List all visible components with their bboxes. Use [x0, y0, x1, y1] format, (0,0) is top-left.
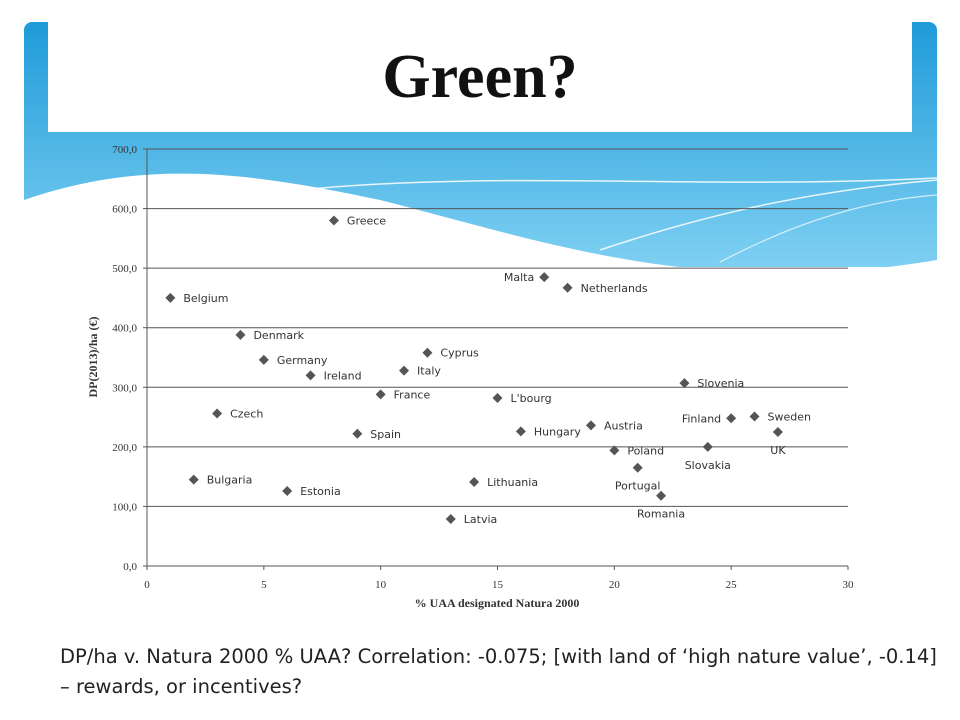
data-point: [726, 413, 737, 424]
y-tick-label: 700,0: [112, 144, 137, 156]
y-tick-label: 500,0: [112, 263, 137, 275]
slide-caption: DP/ha v. Natura 2000 % UAA? Correlation:…: [60, 642, 950, 702]
data-point: [445, 513, 456, 524]
y-tick-label: 600,0: [112, 204, 137, 216]
caption-line-2: – rewards, or incentives?: [60, 675, 303, 698]
x-tick-label: 10: [375, 579, 387, 591]
point-label: Germany: [277, 354, 328, 367]
data-point: [539, 272, 550, 283]
slide-title: Green?: [382, 42, 578, 111]
data-point: [165, 292, 176, 303]
y-tick-label: 300,0: [112, 382, 137, 394]
x-tick-label: 5: [261, 579, 267, 591]
x-axis-title: % UAA designated Natura 2000: [415, 596, 580, 610]
point-label: Malta: [504, 271, 534, 284]
point-label: Czech: [230, 407, 263, 420]
title-box: Green?: [48, 22, 912, 132]
x-tick-label: 30: [843, 579, 855, 591]
data-point: [282, 485, 293, 496]
point-label: Slovenia: [697, 377, 744, 390]
grid-layer: [147, 148, 848, 507]
data-point: [352, 428, 363, 439]
data-point: [656, 490, 667, 501]
data-point: [585, 420, 596, 431]
data-point: [188, 474, 199, 485]
y-tick-label: 400,0: [112, 323, 137, 335]
point-label: Belgium: [183, 292, 228, 305]
data-point: [422, 347, 433, 358]
x-tick-label: 0: [144, 579, 150, 591]
wave-line-1: [299, 177, 938, 191]
point-label: Greece: [347, 214, 386, 227]
data-point: [562, 282, 573, 293]
data-point: [328, 215, 339, 226]
data-point: [305, 370, 316, 381]
caption-line-1: DP/ha v. Natura 2000 % UAA? Correlation:…: [60, 645, 937, 668]
point-label: Netherlands: [581, 282, 648, 295]
data-point: [235, 329, 246, 340]
data-point: [772, 426, 783, 437]
point-label: Romania: [637, 508, 685, 521]
data-point: [469, 477, 480, 488]
point-label: Lithuania: [487, 476, 538, 489]
data-point: [749, 411, 760, 422]
data-point: [679, 378, 690, 389]
data-point: [399, 365, 410, 376]
data-point: [609, 445, 620, 456]
y-tick-label: 100,0: [112, 501, 137, 513]
point-label: L'bourg: [511, 392, 552, 405]
point-label: Italy: [417, 365, 441, 378]
x-tick-label: 20: [609, 579, 621, 591]
point-label: Poland: [627, 444, 664, 457]
point-label: Sweden: [768, 410, 811, 423]
point-label: Austria: [604, 419, 643, 432]
x-tick-label: 25: [726, 579, 738, 591]
point-layer: Greece Malta Netherlands Belgium Denmark Cypr…: [165, 214, 811, 526]
point-label: Cyprus: [440, 347, 479, 360]
point-label: Bulgaria: [207, 474, 253, 487]
point-label: Finland: [682, 412, 721, 425]
point-label: Estonia: [300, 485, 341, 498]
data-point: [212, 408, 223, 419]
wave-line-2: [599, 179, 938, 251]
point-label: Portugal: [615, 480, 661, 493]
y-tick-label: 200,0: [112, 442, 137, 454]
y-axis-title: DP(2013)/ha (€): [86, 317, 100, 398]
point-label: Slovakia: [685, 459, 731, 472]
data-point: [702, 441, 713, 452]
tick-layer: 0,0 100,0 200,0 300,0 400,0 500,0 600,0 700,0 0 5…: [112, 144, 854, 591]
data-point: [375, 389, 386, 400]
y-tick-label: 0,0: [123, 561, 137, 573]
point-label: UK: [770, 444, 786, 457]
x-tick-label: 15: [492, 579, 504, 591]
data-point: [258, 354, 269, 365]
data-point: [515, 426, 526, 437]
point-label: Latvia: [464, 513, 498, 526]
data-point: [632, 462, 643, 473]
point-label: Denmark: [253, 329, 304, 342]
point-label: Hungary: [534, 425, 581, 438]
point-label: Spain: [370, 428, 401, 441]
data-point: [492, 393, 503, 404]
point-label: France: [394, 388, 431, 401]
point-label: Ireland: [324, 369, 362, 382]
wave-line-3: [719, 194, 938, 263]
